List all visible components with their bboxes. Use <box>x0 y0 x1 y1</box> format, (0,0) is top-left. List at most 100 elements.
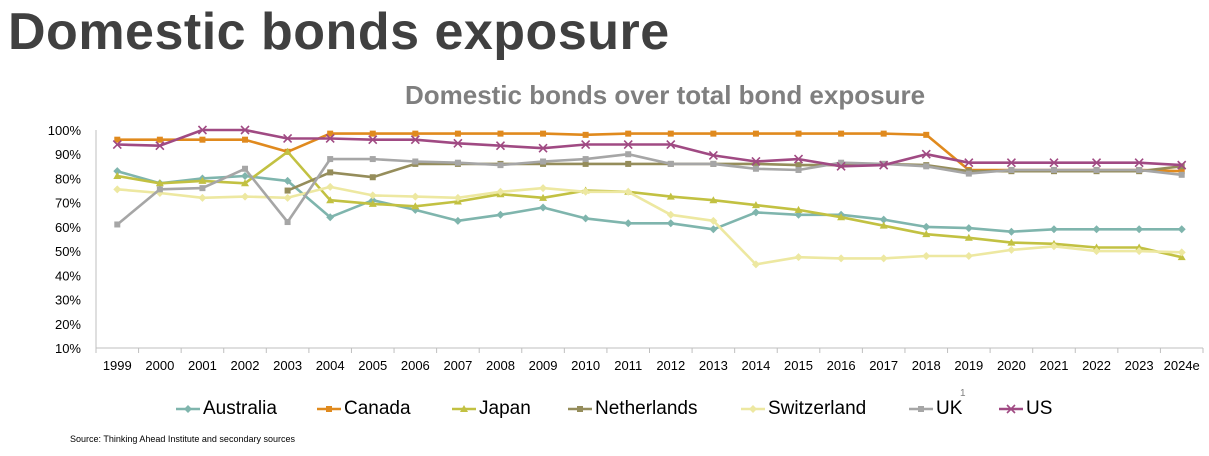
data-point-marker <box>368 135 378 145</box>
data-point-marker <box>752 165 759 172</box>
x-tick-label: 2008 <box>486 358 515 373</box>
data-point-marker <box>155 179 164 187</box>
legend-item-japan: Japan <box>451 392 531 426</box>
data-point-marker <box>964 233 973 241</box>
data-point-marker <box>241 192 250 201</box>
series-switzerland <box>113 182 1186 269</box>
series-line <box>116 169 1182 233</box>
y-tick-label: 20% <box>55 317 81 332</box>
data-point-marker <box>454 130 461 137</box>
chart-legend: Australia Canada Japan Netherlands Switzerla… <box>0 388 1209 426</box>
data-point-marker <box>582 156 589 163</box>
data-point-marker <box>708 150 718 160</box>
series-line <box>117 128 1182 168</box>
data-point-marker <box>326 196 335 204</box>
y-tick-label: 60% <box>55 220 81 235</box>
data-point-marker <box>751 208 760 217</box>
data-point-marker <box>460 405 468 412</box>
data-point-marker <box>326 182 335 191</box>
y-tick-label: 100% <box>48 123 82 138</box>
x-tick-label: 2001 <box>188 358 217 373</box>
data-point-marker <box>198 193 207 202</box>
data-point-marker <box>581 214 590 223</box>
data-point-marker <box>412 130 419 137</box>
y-tick-label: 30% <box>55 293 81 308</box>
series-line <box>117 185 1182 266</box>
legend-label: Netherlands <box>595 398 698 419</box>
data-point-marker <box>1092 247 1101 256</box>
data-point-marker <box>369 130 376 137</box>
data-point-marker <box>922 222 931 231</box>
data-point-marker <box>752 130 759 137</box>
data-point-marker <box>240 125 250 135</box>
data-point-marker <box>794 205 803 213</box>
data-point-marker <box>921 149 931 159</box>
data-point-marker <box>795 130 802 137</box>
data-point-marker <box>1092 225 1101 234</box>
data-point-marker <box>199 185 206 192</box>
x-tick-label: 2010 <box>571 358 600 373</box>
data-point-marker <box>793 154 804 164</box>
page-title: Domestic bonds exposure <box>8 3 670 61</box>
data-point-marker <box>709 196 718 204</box>
data-point-marker <box>1178 171 1185 178</box>
x-tick-label: 2013 <box>699 358 728 373</box>
x-tick-label: 2003 <box>273 358 302 373</box>
data-point-marker <box>326 406 332 412</box>
data-point-marker <box>582 131 589 138</box>
legend-label: UK <box>936 398 963 419</box>
data-point-marker <box>624 219 633 228</box>
data-point-marker <box>112 139 122 150</box>
data-point-marker <box>114 221 121 228</box>
data-point-marker <box>410 135 420 145</box>
series-line <box>116 152 1182 226</box>
x-tick-label: 2004 <box>316 358 345 373</box>
data-point-marker <box>540 130 547 137</box>
x-tick-label: 2018 <box>912 358 941 373</box>
line-chart: 10% 20% 30% 40% 50% 60% 70% 80% 90% 100% 1999 2000… <box>48 123 1204 373</box>
data-point-marker <box>1008 166 1015 173</box>
data-point-marker <box>710 130 717 137</box>
legend-item-netherlands: Netherlands <box>567 392 697 426</box>
series-line <box>117 150 1182 259</box>
data-point-marker <box>283 133 293 144</box>
data-point-marker <box>709 225 718 234</box>
data-point-marker <box>540 158 547 165</box>
data-point-marker <box>581 187 590 196</box>
data-point-marker <box>625 160 632 167</box>
x-tick-label: 2024e <box>1164 358 1200 373</box>
data-point-marker <box>666 139 676 150</box>
source-note: Source: Thinking Ahead Institute and sec… <box>70 434 295 444</box>
data-point-marker <box>880 130 887 137</box>
series-australia <box>113 167 1186 236</box>
data-point-marker <box>581 139 591 150</box>
x-tick-label: 2007 <box>443 358 472 373</box>
data-point-marker <box>113 172 122 180</box>
data-point-marker <box>1050 166 1057 173</box>
data-point-marker <box>879 221 888 229</box>
data-point-marker <box>749 405 757 413</box>
x-tick-label: 2019 <box>954 358 983 373</box>
legend-swatch <box>999 404 1023 414</box>
data-point-marker <box>539 203 548 212</box>
data-point-marker <box>539 193 548 201</box>
data-point-marker <box>1006 404 1016 414</box>
data-point-marker <box>412 158 419 165</box>
legend-item-australia: Australia <box>175 392 277 426</box>
data-point-marker <box>623 139 633 150</box>
y-tick-label: 40% <box>55 268 81 283</box>
x-tick-label: 2020 <box>997 358 1026 373</box>
data-point-marker <box>879 215 888 224</box>
data-point-marker <box>369 174 376 181</box>
data-point-marker <box>751 201 760 209</box>
legend-label: Australia <box>203 398 277 419</box>
data-point-marker <box>113 185 122 194</box>
data-point-marker <box>666 210 675 219</box>
data-point-marker <box>496 210 505 219</box>
data-point-marker <box>709 216 718 225</box>
legend-swatch <box>452 405 476 412</box>
data-point-marker <box>1178 163 1185 170</box>
chart-title: Domestic bonds over total bond exposure <box>404 80 926 110</box>
data-point-marker <box>496 187 505 196</box>
data-point-marker <box>114 136 121 143</box>
